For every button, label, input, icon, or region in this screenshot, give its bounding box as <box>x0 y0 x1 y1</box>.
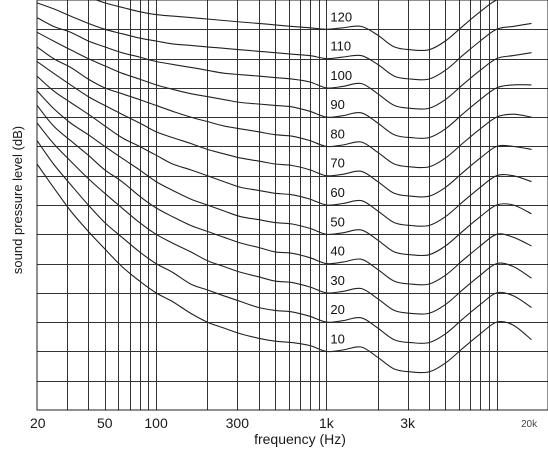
curve-110-phon <box>37 2 532 81</box>
curve-30-phon <box>37 122 532 315</box>
curve-label: 120 <box>330 9 352 24</box>
curve-50-phon <box>37 90 532 257</box>
x-axis-label: frequency (Hz) <box>254 431 346 447</box>
x-tick-labels: 20 50 100 300 1k 3k <box>30 415 416 431</box>
curve-100-phon <box>37 17 532 110</box>
curve-label-bg <box>328 67 357 83</box>
curve-80-phon <box>37 46 532 169</box>
curve-label-bg <box>328 243 349 259</box>
curve-label-bg <box>328 155 349 171</box>
plot-frame <box>36 0 548 411</box>
curve-label: 80 <box>330 126 344 141</box>
curve-label: 90 <box>330 97 344 112</box>
curve-90-phon <box>37 31 532 139</box>
x-tick-label: 3k <box>400 415 416 431</box>
curve-label: 40 <box>330 244 344 259</box>
x-tick-label: 300 <box>226 415 250 431</box>
y-axis-label: sound pressure level (dB) <box>10 126 25 274</box>
curve-label: 50 <box>330 214 344 229</box>
curve-label-bg <box>328 126 349 142</box>
curve-label-bg <box>328 331 349 347</box>
curve-label-bg <box>328 302 349 318</box>
curve-label-bg <box>328 38 357 54</box>
curve-label-bg <box>328 97 349 113</box>
curve-label-bg <box>328 272 349 288</box>
curve-label: 30 <box>330 273 344 288</box>
curve-40-phon <box>37 105 532 286</box>
curve-label-bg <box>328 185 349 200</box>
curve-70-phon <box>37 61 532 198</box>
curve-label: 60 <box>330 185 344 200</box>
x-tick-label: 20 <box>30 415 46 431</box>
grid <box>37 0 548 410</box>
x-tick-label: 100 <box>144 415 168 431</box>
curve-20-phon <box>37 140 532 344</box>
x-tick-label: 1k <box>319 415 335 431</box>
curve-label: 110 <box>330 39 351 54</box>
x-tick-label: 50 <box>97 415 113 431</box>
curve-120-phon <box>94 0 499 52</box>
curve-label-bg <box>328 214 349 230</box>
curve-labels: 10 20 30 40 50 60 70 80 90 100 110 120 <box>328 9 357 347</box>
curve-label-bg <box>328 9 357 25</box>
curve-10-phon <box>37 163 532 374</box>
curve-label: 10 <box>330 331 344 346</box>
curve-60-phon <box>37 75 532 227</box>
curves <box>37 0 532 374</box>
curve-label: 100 <box>330 68 352 83</box>
curve-label: 70 <box>330 156 344 171</box>
corner-label: 20k <box>521 419 538 430</box>
curve-label: 20 <box>330 302 344 317</box>
